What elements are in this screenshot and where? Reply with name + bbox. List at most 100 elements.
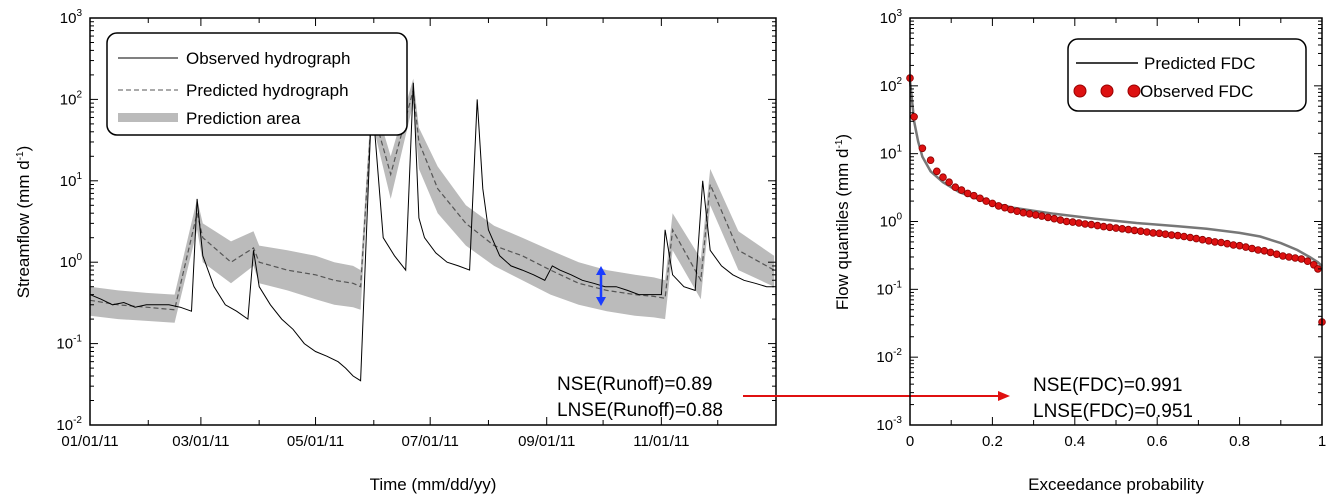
- observed-fdc-point: [1093, 221, 1102, 230]
- observed-fdc-point: [1155, 229, 1164, 238]
- x-tick-label: 11/01/11: [633, 433, 689, 450]
- y-tick-label: 100: [880, 212, 903, 231]
- observed-fdc-point: [918, 144, 927, 153]
- observed-fdc-point: [1050, 214, 1058, 223]
- prediction-area-band: [90, 78, 775, 323]
- observed-fdc-point: [945, 178, 953, 187]
- observed-fdc-point: [1211, 238, 1219, 246]
- observed-fdc-point: [1130, 226, 1139, 235]
- legend-label-observed: Observed hydrograph: [186, 49, 350, 68]
- observed-fdc-point: [1229, 241, 1238, 249]
- y-tick-label: 101: [60, 171, 83, 190]
- observed-fdc-point: [1112, 224, 1120, 232]
- observed-hydrograph-line: [89, 82, 775, 382]
- observed-fdc-point: [1204, 237, 1213, 245]
- observed-fdc-point: [1025, 210, 1034, 218]
- observed-fdc-point: [939, 173, 947, 182]
- observed-hydrograph-path: [89, 82, 775, 382]
- hydrograph-y-axis-title: Streamflow (mm d-1): [14, 146, 33, 299]
- hydrograph-x-ticks: 01/01/11 03/01/11 05/01/11 07/01/11 09/01/11…: [61, 18, 719, 450]
- observed-fdc-point: [1260, 247, 1269, 255]
- hydrograph-y-ticks: 10-2 10-1 100 101 102 103: [56, 8, 776, 434]
- observed-fdc-point: [1106, 223, 1114, 232]
- observed-fdc-point: [1118, 225, 1126, 233]
- observed-fdc-point: [994, 202, 1003, 210]
- x-tick-label: 01/01/11: [61, 433, 118, 450]
- observed-fdc-point: [1031, 211, 1040, 219]
- prediction-area-shape: [90, 78, 775, 323]
- observed-fdc-point: [1007, 205, 1015, 214]
- hydrograph-legend: Observed hydrograph Predicted hydrograph…: [106, 32, 408, 136]
- observed-fdc-point: [1223, 239, 1231, 248]
- fdc-legend: Predicted FDC Observed FDC: [1067, 38, 1307, 112]
- uncertainty-arrow: [596, 266, 606, 306]
- observed-fdc-point: [982, 197, 990, 205]
- x-tick-label: 0.6: [1147, 433, 1168, 450]
- x-tick-label: 03/01/11: [172, 433, 229, 450]
- observed-fdc-point: [1167, 231, 1176, 239]
- fdc-y-axis-title: Flow quantiles (mm d-1): [833, 134, 852, 310]
- lnse-runoff-label: LNSE(Runoff)=0.88: [557, 400, 723, 421]
- observed-fdc-point: [1068, 218, 1077, 226]
- observed-fdc-point: [1279, 252, 1287, 260]
- y-tick-label: 102: [880, 76, 903, 95]
- observed-fdc-point: [1248, 244, 1256, 253]
- observed-fdc-point: [1038, 212, 1046, 220]
- x-tick-label: 0: [906, 433, 914, 450]
- y-tick-label: 10-1: [876, 279, 902, 298]
- fdc-y-ticks: 10-3 10-2 10-1 100 101 102 103: [876, 8, 1322, 434]
- legend-swatch-observed-fdc-1: [1073, 84, 1087, 98]
- lnse-fdc-label: LNSE(FDC)=0.951: [1033, 401, 1193, 422]
- observed-fdc-point: [932, 167, 941, 176]
- observed-fdc-point: [926, 156, 935, 165]
- observed-fdc-point: [1198, 235, 1207, 244]
- legend-label-predicted: Predicted hydrograph: [186, 81, 349, 100]
- legend-label-observed-fdc: Observed FDC: [1140, 82, 1253, 101]
- observed-fdc-markers: [906, 74, 1326, 326]
- fdc-x-axis-title: Exceedance probability: [1028, 475, 1204, 494]
- observed-fdc-point: [1056, 216, 1065, 224]
- observed-fdc-point: [1087, 220, 1096, 229]
- observed-fdc-point: [1099, 222, 1108, 231]
- y-tick-label: 10-1: [56, 334, 82, 353]
- observed-fdc-point: [1285, 253, 1293, 261]
- observed-fdc-point: [1143, 228, 1151, 236]
- observed-fdc-point: [957, 186, 966, 194]
- legend-label-area: Prediction area: [186, 109, 301, 128]
- observed-fdc-point: [1291, 254, 1299, 262]
- x-tick-label: 05/01/11: [287, 433, 344, 450]
- observed-fdc-point: [1044, 213, 1052, 222]
- observed-fdc-point: [1180, 232, 1188, 241]
- x-tick-label: 0.8: [1229, 433, 1250, 450]
- y-tick-label: 10-2: [56, 415, 82, 434]
- legend-label-predicted-fdc: Predicted FDC: [1144, 54, 1255, 73]
- observed-fdc-point: [1266, 248, 1275, 257]
- observed-fdc-point: [1235, 241, 1244, 250]
- y-tick-label: 102: [60, 89, 83, 108]
- observed-fdc-point: [1124, 225, 1133, 234]
- observed-fdc-point: [1242, 243, 1250, 251]
- nse-runoff-label: NSE(Runoff)=0.89: [557, 374, 712, 395]
- x-tick-label: 09/01/11: [518, 433, 575, 450]
- observed-fdc-point: [976, 194, 984, 203]
- observed-fdc-point: [1075, 219, 1083, 227]
- x-tick-label: 07/01/11: [402, 433, 459, 450]
- observed-fdc-point: [963, 189, 972, 198]
- fdc-x-ticks: 0 0.2 0.4 0.6 0.8 1: [906, 18, 1326, 450]
- y-tick-label: 103: [60, 8, 83, 27]
- observed-fdc-point: [1297, 255, 1306, 263]
- observed-fdc-point: [1136, 227, 1145, 236]
- observed-fdc-point: [988, 199, 997, 208]
- observed-fdc-point: [1081, 220, 1089, 228]
- observed-fdc-point: [1303, 257, 1312, 266]
- connector-arrow: [743, 391, 1010, 401]
- legend-swatch-observed-fdc-2: [1100, 84, 1114, 98]
- hydrograph-x-axis-title: Time (mm/dd/yy): [370, 475, 497, 494]
- observed-fdc-point: [951, 183, 960, 192]
- y-tick-label: 10-3: [876, 415, 902, 434]
- y-tick-label: 100: [60, 252, 83, 271]
- observed-fdc-point: [1217, 238, 1225, 247]
- x-tick-label: 0.4: [1064, 433, 1085, 450]
- legend-swatch-observed-fdc-3: [1127, 84, 1141, 98]
